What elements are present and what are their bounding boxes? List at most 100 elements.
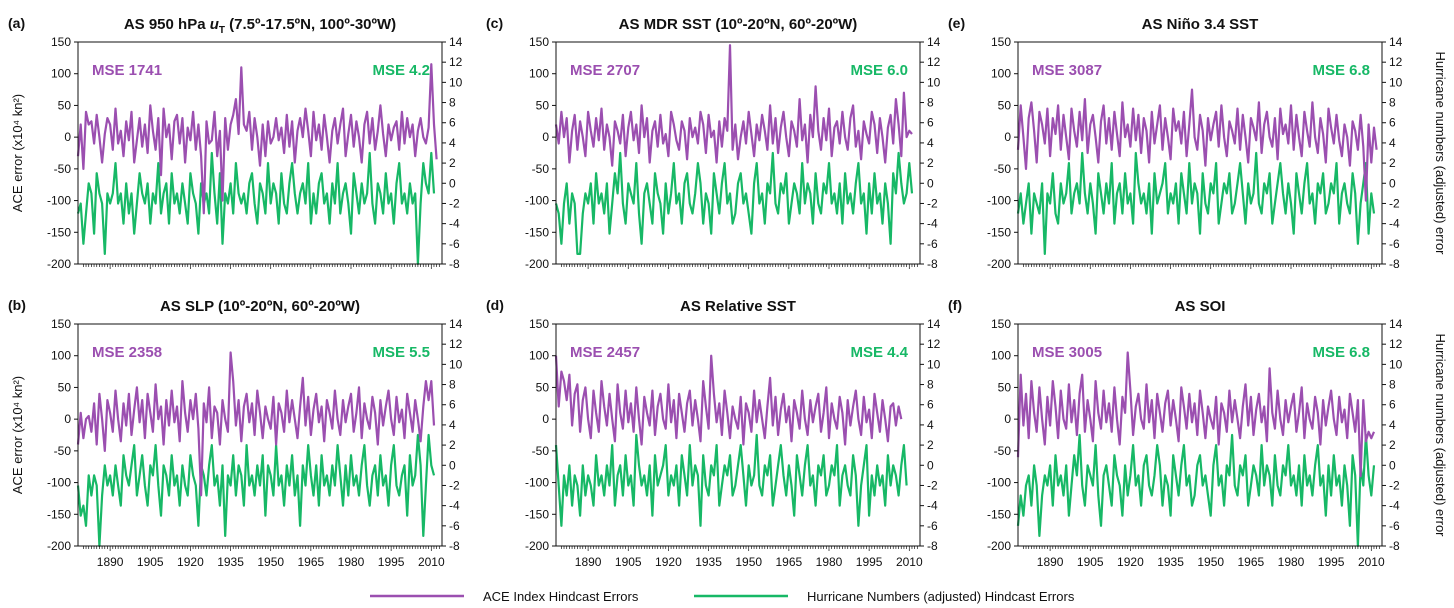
right-tick-label: 4	[1389, 418, 1396, 432]
left-tick-label: -100	[47, 194, 71, 208]
panel-c: -200 -150 -100 -50 0 50 100 150 -8 -6 -4 -2 0 2 4 6 8 10 1…	[486, 15, 941, 271]
right-tick-label: 2	[927, 438, 934, 452]
right-tick-label: -6	[927, 237, 938, 251]
left-tick-label: 150	[991, 317, 1011, 331]
right-tick-label: 10	[1389, 357, 1403, 371]
right-tick-label: 14	[449, 35, 463, 49]
x-tick-label: 1905	[615, 555, 642, 569]
panel-e: -200 -150 -100 -50 0 50 100 150 -8 -6 -4 -2 0 2 4 6 8 10 1…	[948, 15, 1448, 271]
right-tick-label: 12	[449, 337, 463, 351]
left-tick-label: 50	[536, 380, 550, 394]
mse-hurricane-label: MSE 6.0	[850, 62, 908, 79]
mse-hurricane-label: MSE 5.5	[372, 344, 430, 361]
ace-error-line	[76, 351, 436, 497]
right-tick-label: 14	[927, 35, 941, 49]
right-tick-label: -8	[927, 257, 938, 271]
right-tick-label: 0	[449, 458, 456, 472]
panel-title: AS Relative SST	[680, 298, 796, 315]
right-tick-label: -4	[927, 217, 938, 231]
right-tick-label: 4	[927, 136, 934, 150]
x-tick-label: 1995	[856, 555, 883, 569]
right-tick-label: 8	[927, 378, 934, 392]
right-axis-label: Hurricane numbers (adjusted) error	[1433, 333, 1448, 537]
left-tick-label: 100	[529, 67, 549, 81]
right-tick-label: 14	[927, 317, 941, 331]
right-tick-label: -4	[1389, 217, 1400, 231]
right-tick-label: -4	[1389, 499, 1400, 513]
hurricane-error-line	[76, 151, 436, 266]
right-tick-label: 12	[927, 337, 941, 351]
left-tick-label: 50	[58, 98, 72, 112]
right-tick-label: 14	[1389, 317, 1403, 331]
left-tick-label: 150	[529, 317, 549, 331]
ace-error-line	[1016, 351, 1376, 478]
panel-d: -200 -150 -100 -50 0 50 100 150 -8 -6 -4 -2 0 2 4 6 8 10 1…	[486, 297, 941, 569]
left-tick-label: -200	[47, 539, 71, 553]
x-tick-label: 1980	[1278, 555, 1305, 569]
right-tick-label: -2	[449, 196, 460, 210]
right-tick-label: 2	[1389, 156, 1396, 170]
left-tick-label: -100	[987, 194, 1011, 208]
left-tick-label: 0	[542, 130, 549, 144]
right-tick-label: -6	[1389, 519, 1400, 533]
left-tick-label: -100	[987, 476, 1011, 490]
panel-a: -200 -150 -100 -50 0 50 100 150 -8 -6 -4 -2 0 2 4 6 8 10 1…	[8, 15, 463, 271]
x-tick-label: 1935	[1157, 555, 1184, 569]
x-tick-label: 1890	[575, 555, 602, 569]
left-axis-label: ACE error (x10⁴ kn²)	[10, 94, 25, 212]
left-tick-label: -150	[47, 225, 71, 239]
right-tick-label: -6	[927, 519, 938, 533]
right-tick-label: 6	[449, 116, 456, 130]
legend-hurricane-label: Hurricane Numbers (adjusted) Hindcast Er…	[807, 589, 1075, 604]
right-tick-label: -4	[449, 217, 460, 231]
panel-f: -200 -150 -100 -50 0 50 100 150 -8 -6 -4 -2 0 2 4 6 8 10 1…	[948, 297, 1448, 569]
mse-ace-label: MSE 2457	[570, 344, 640, 361]
right-tick-label: -6	[449, 519, 460, 533]
right-tick-label: 6	[1389, 116, 1396, 130]
x-tick-label: 1920	[177, 555, 204, 569]
x-tick-label: 1950	[257, 555, 284, 569]
ace-error-line	[1016, 88, 1378, 202]
left-tick-label: -200	[47, 257, 71, 271]
left-tick-label: 0	[64, 130, 71, 144]
left-tick-label: 50	[998, 380, 1012, 394]
left-tick-label: 50	[58, 380, 72, 394]
mse-hurricane-label: MSE 4.4	[850, 344, 908, 361]
right-tick-label: 2	[449, 438, 456, 452]
left-tick-label: 0	[542, 412, 549, 426]
x-tick-label: 1980	[816, 555, 843, 569]
right-tick-label: 14	[1389, 35, 1403, 49]
right-tick-label: 4	[449, 418, 456, 432]
left-tick-label: 100	[51, 67, 71, 81]
mse-hurricane-label: MSE 4.2	[372, 62, 430, 79]
right-tick-label: -6	[1389, 237, 1400, 251]
right-tick-label: 14	[449, 317, 463, 331]
panel-letter: (a)	[8, 15, 25, 31]
left-tick-label: -150	[525, 225, 549, 239]
x-tick-label: 1935	[217, 555, 244, 569]
left-tick-label: 150	[51, 317, 71, 331]
mse-ace-label: MSE 3005	[1032, 344, 1102, 361]
left-tick-label: 100	[51, 349, 71, 363]
left-tick-label: -100	[525, 476, 549, 490]
right-tick-label: 8	[1389, 378, 1396, 392]
right-axis-label: Hurricane numbers (adjusted) error	[1433, 51, 1448, 255]
left-tick-label: 100	[991, 349, 1011, 363]
right-tick-label: 0	[449, 176, 456, 190]
right-tick-label: 8	[449, 96, 456, 110]
right-tick-label: -8	[449, 257, 460, 271]
x-tick-label: 2010	[418, 555, 445, 569]
left-tick-label: -50	[994, 162, 1012, 176]
right-tick-label: -6	[449, 237, 460, 251]
hurricane-error-line	[76, 433, 436, 548]
ace-error-line	[554, 354, 903, 446]
right-tick-label: -4	[927, 499, 938, 513]
right-tick-label: -2	[927, 478, 938, 492]
legend-ace-label: ACE Index Hindcast Errors	[483, 589, 639, 604]
left-tick-label: -150	[47, 507, 71, 521]
left-tick-label: 50	[536, 98, 550, 112]
hurricane-error-line	[1016, 433, 1376, 548]
ace-error-line	[76, 63, 438, 215]
x-tick-label: 1965	[1238, 555, 1265, 569]
